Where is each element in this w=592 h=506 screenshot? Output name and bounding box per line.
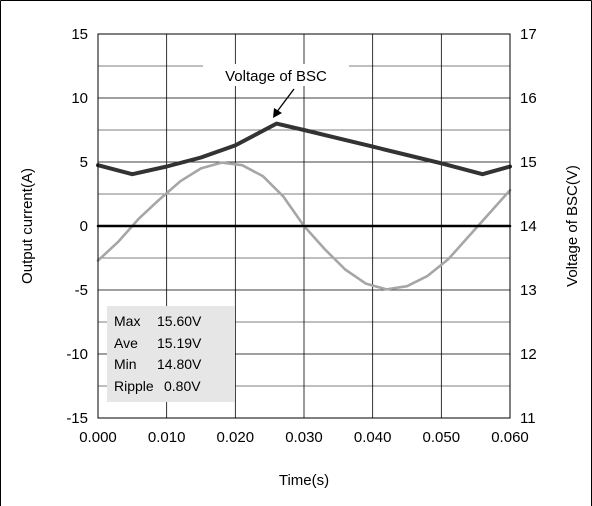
series-line-0 bbox=[96, 121, 512, 177]
y-right-tick-label: 16 bbox=[520, 90, 537, 107]
stats-box: Max 15.60V Ave 15.19V Min 14.80V Ripple … bbox=[107, 306, 235, 402]
y-left-tick-label: -5 bbox=[75, 282, 88, 299]
x-tick-label: 0.010 bbox=[148, 429, 186, 446]
y-left-tick-label: 10 bbox=[71, 90, 88, 107]
stat-min-value: 14.80V bbox=[157, 356, 202, 372]
y-left-tick-label: 0 bbox=[80, 218, 88, 235]
stat-ripple-label: Ripple bbox=[114, 378, 154, 394]
voltage-annotation: Voltage of BSC bbox=[203, 64, 349, 118]
annotation-arrow-line bbox=[275, 88, 295, 114]
x-axis-label: Time(s) bbox=[279, 472, 329, 489]
stats-box-background bbox=[107, 306, 235, 402]
x-tick-label: 0.030 bbox=[285, 429, 323, 446]
y-right-tick-label: 12 bbox=[520, 346, 537, 363]
y-left-axis-label: Output current(A) bbox=[19, 168, 36, 284]
x-tick-label: 0.000 bbox=[79, 429, 117, 446]
y-right-axis-label: Voltage of BSC(V) bbox=[564, 165, 581, 287]
stat-max-value: 15.60V bbox=[157, 313, 202, 329]
x-tick-label: 0.050 bbox=[423, 429, 461, 446]
y-right-tick-label: 17 bbox=[520, 26, 537, 43]
annotation-background bbox=[203, 64, 349, 86]
annotation-label: Voltage of BSC bbox=[225, 68, 327, 85]
annotation-arrow-head bbox=[273, 108, 282, 118]
x-tick-label: 0.020 bbox=[217, 429, 255, 446]
stat-ave-value: 15.19V bbox=[157, 335, 202, 351]
y-right-tick-label: 11 bbox=[520, 410, 536, 427]
stat-max-label: Max bbox=[114, 313, 140, 329]
y-right-tick-label: 15 bbox=[520, 154, 537, 171]
y-right-tick-label: 13 bbox=[520, 282, 537, 299]
stat-min-label: Min bbox=[114, 356, 137, 372]
y-left-tick-label: -10 bbox=[66, 346, 88, 363]
y-left-tick-label: 15 bbox=[71, 26, 88, 43]
y-left-tick-label: 5 bbox=[80, 154, 88, 171]
ticks: 15 10 5 0 -5 -10 -15 17 16 15 14 13 12 11 0.000 0.010 0.… bbox=[66, 26, 536, 446]
stat-ave-label: Ave bbox=[114, 335, 138, 351]
plot-area bbox=[97, 33, 511, 419]
series-layer bbox=[96, 121, 512, 291]
y-right-tick-label: 14 bbox=[520, 218, 537, 235]
stat-ripple-value: 0.80V bbox=[164, 378, 201, 394]
x-tick-label: 0.060 bbox=[491, 429, 529, 446]
y-left-tick-label: -15 bbox=[66, 410, 88, 427]
x-tick-label: 0.040 bbox=[354, 429, 392, 446]
